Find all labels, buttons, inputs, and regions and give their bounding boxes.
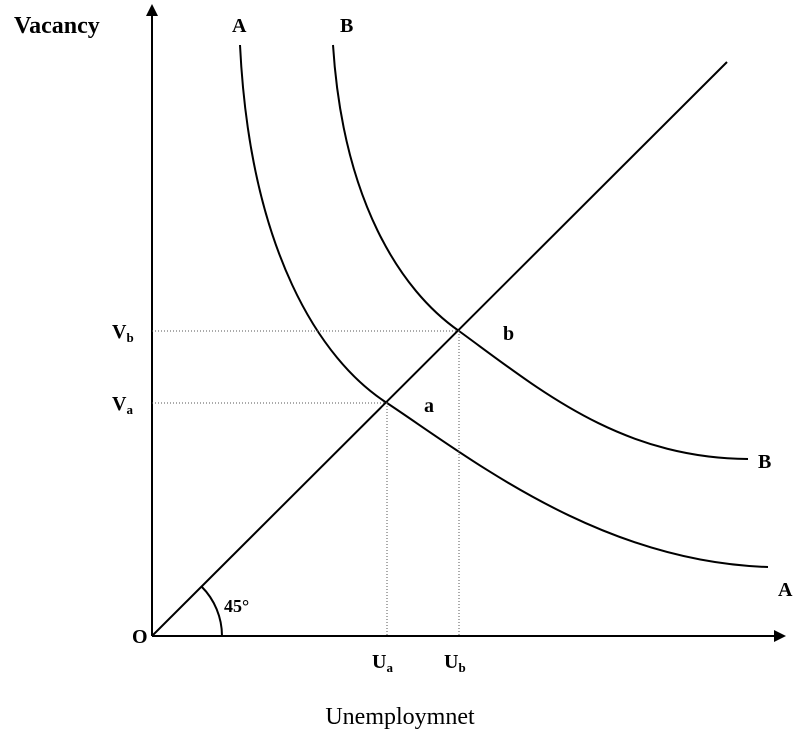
v-main: V [112, 321, 127, 343]
curve-label: A [232, 15, 247, 37]
curve-b [332, 44, 749, 460]
curve-a [239, 44, 769, 568]
u-main: U [372, 651, 386, 673]
u-main: U [444, 651, 458, 673]
angle-label: 45° [224, 596, 249, 616]
point-label: a [424, 395, 434, 417]
v-label: Va [112, 393, 133, 417]
diagonal-line [151, 61, 728, 637]
x-axis-label: Unemploymnet [325, 704, 475, 730]
u-sub: b [458, 660, 465, 675]
curve-label: A [778, 579, 793, 601]
v-sub: a [126, 402, 133, 417]
u-sub: a [386, 660, 393, 675]
curve-label: B [340, 15, 353, 37]
v-label: Vb [112, 321, 134, 345]
v-main: V [112, 393, 127, 415]
y-axis-label: Vacancy [14, 13, 100, 39]
curve-label: B [758, 451, 771, 473]
angle-arc [200, 585, 223, 637]
origin-label: O [132, 626, 148, 648]
u-label: Ua [372, 651, 393, 675]
u-label: Ub [444, 651, 466, 675]
v-sub: b [126, 330, 133, 345]
point-label: b [503, 323, 514, 345]
